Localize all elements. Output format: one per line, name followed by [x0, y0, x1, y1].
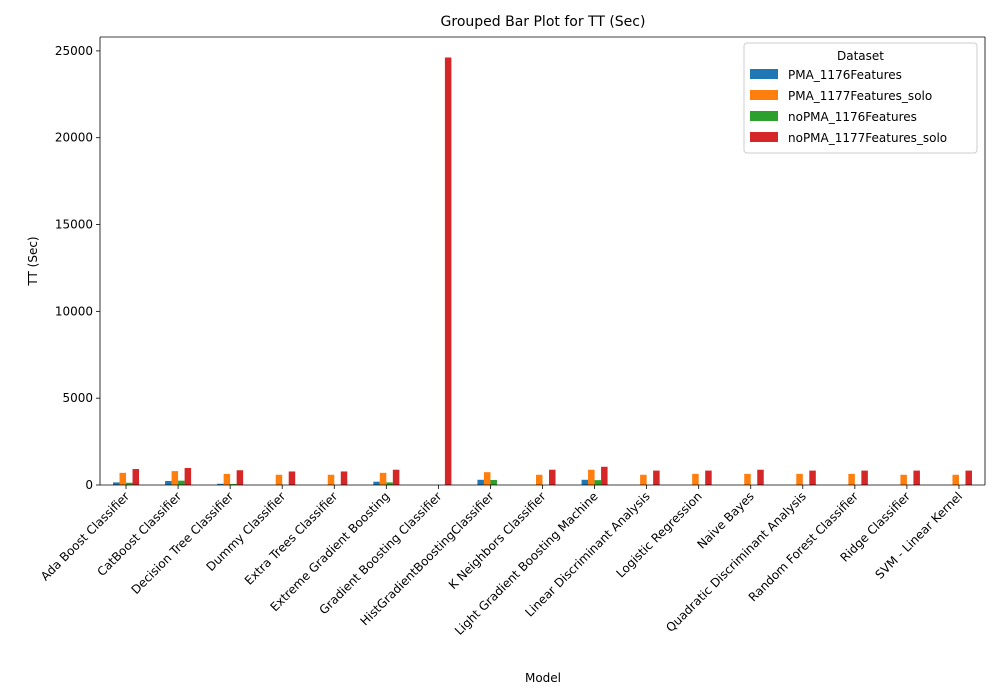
bar-noPMA_1177Features_solo-16 [965, 470, 972, 485]
y-tick-label: 10000 [55, 304, 93, 318]
bar-PMA_1176Features-7 [477, 479, 484, 485]
bar-PMA_1176Features-1 [165, 481, 172, 485]
bar-noPMA_1177Features_solo-12 [757, 469, 764, 485]
y-tick-label: 0 [85, 478, 93, 492]
y-tick-label: 25000 [55, 44, 93, 58]
bar-PMA_1177Features_solo-11 [692, 473, 699, 485]
bar-PMA_1177Features_solo-16 [952, 474, 959, 485]
y-axis-title: TT (Sec) [26, 236, 40, 286]
bar-PMA_1177Features_solo-5 [379, 472, 387, 485]
bar-noPMA_1177Features_solo-3 [288, 471, 296, 485]
bar-noPMA_1177Features_solo-10 [653, 470, 660, 485]
bar-noPMA_1176Features-7 [490, 479, 497, 485]
bar-noPMA_1177Features_solo-13 [809, 470, 816, 485]
x-tick-label: Extra Trees Classifier [242, 489, 341, 588]
bar-PMA_1177Features_solo-2 [223, 473, 231, 485]
bar-PMA_1177Features_solo-3 [275, 474, 283, 485]
bar-noPMA_1177Features_solo-0 [132, 469, 140, 485]
bar-PMA_1176Features-9 [581, 479, 589, 485]
x-tick-label: K Neighbors Classifier [446, 489, 549, 592]
bar-noPMA_1177Features_solo-5 [392, 469, 400, 485]
bar-PMA_1177Features_solo-13 [796, 473, 803, 485]
x-tick-label: Logistic Regression [614, 489, 705, 580]
x-tick-label: Ada Boost Classifier [38, 489, 132, 583]
bar-noPMA_1177Features_solo-4 [340, 471, 348, 485]
bar-noPMA_1176Features-0 [126, 482, 133, 485]
bar-noPMA_1177Features_solo-11 [705, 470, 712, 485]
bar-PMA_1176Features-2 [217, 483, 224, 485]
bar-noPMA_1177Features_solo-6 [444, 57, 452, 486]
legend-label-PMA_1177Features_solo: PMA_1177Features_solo [788, 89, 932, 103]
legend-box [743, 42, 978, 154]
bar-noPMA_1177Features_solo-8 [549, 469, 556, 485]
bar-PMA_1177Features_solo-14 [848, 473, 855, 485]
bar-noPMA_1177Features_solo-2 [236, 470, 244, 485]
x-tick-label: SVM - Linear Kernel [872, 489, 965, 582]
bar-noPMA_1177Features_solo-9 [601, 466, 608, 485]
x-tick-label: Decision Tree Classifier [128, 489, 236, 597]
legend-label-noPMA_1176Features: noPMA_1176Features [788, 110, 917, 124]
y-tick-label: 5000 [62, 391, 93, 405]
legend-swatch-PMA_1177Features_solo [750, 90, 778, 100]
legend: Dataset PMA_1176Features PMA_1177Features_… [743, 42, 978, 154]
bar-noPMA_1176Features-9 [594, 480, 602, 485]
bar-PMA_1176Features-5 [373, 481, 380, 485]
bar-PMA_1177Features_solo-9 [588, 469, 595, 485]
bar-PMA_1176Features-0 [113, 482, 120, 485]
legend-swatch-noPMA_1176Features [750, 111, 778, 121]
bar-PMA_1177Features_solo-7 [483, 472, 491, 485]
bar-noPMA_1177Features_solo-1 [184, 467, 192, 485]
legend-title: Dataset [837, 49, 884, 63]
y-tick-label: 20000 [55, 131, 93, 145]
bar-PMA_1177Features_solo-15 [900, 474, 907, 485]
bar-noPMA_1177Features_solo-15 [913, 470, 920, 485]
bar-noPMA_1176Features-1 [178, 480, 185, 485]
y-tick-label: 15000 [55, 218, 93, 232]
legend-swatch-noPMA_1177Features_solo [750, 132, 778, 142]
bar-PMA_1177Features_solo-0 [119, 472, 127, 485]
x-tick-label: Random Forest Classifier [746, 489, 861, 604]
bar-PMA_1177Features_solo-12 [744, 473, 751, 485]
bar-noPMA_1177Features_solo-14 [861, 470, 868, 485]
chart-title: Grouped Bar Plot for TT (Sec) [441, 14, 646, 30]
bar-PMA_1177Features_solo-1 [171, 471, 179, 485]
bar-PMA_1177Features_solo-8 [535, 474, 543, 485]
legend-swatch-PMA_1176Features [750, 69, 778, 79]
bar-noPMA_1176Features-2 [230, 483, 237, 485]
bar-noPMA_1176Features-5 [386, 482, 393, 485]
legend-label-PMA_1176Features: PMA_1176Features [788, 68, 902, 82]
legend-label-noPMA_1177Features_solo: noPMA_1177Features_solo [788, 131, 947, 145]
bars-layer [113, 57, 972, 486]
x-axis-title: Model [525, 671, 561, 685]
bar-PMA_1177Features_solo-4 [327, 474, 335, 485]
bar-PMA_1177Features_solo-10 [640, 474, 647, 485]
